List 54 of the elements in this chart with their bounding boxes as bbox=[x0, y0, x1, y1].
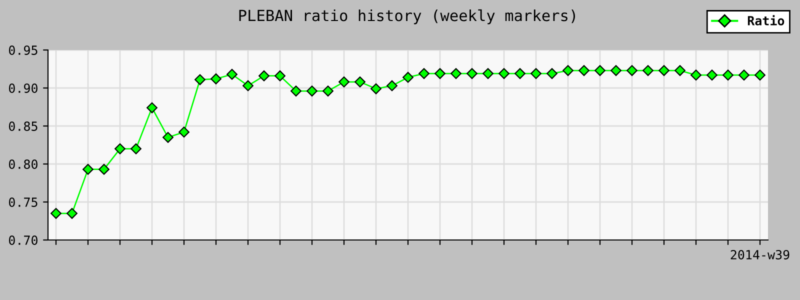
point bbox=[434, 68, 446, 80]
y-tick-label: 0.95 bbox=[8, 46, 38, 55]
point bbox=[290, 86, 302, 97]
point bbox=[706, 70, 718, 81]
point bbox=[498, 68, 510, 80]
point bbox=[530, 68, 542, 80]
point bbox=[594, 65, 606, 76]
x-tick-label: 2014-w39 bbox=[730, 250, 790, 260]
point bbox=[546, 68, 558, 80]
point bbox=[114, 143, 126, 154]
point bbox=[322, 86, 334, 97]
point bbox=[738, 70, 750, 81]
y-tick-label: 0.75 bbox=[8, 198, 38, 207]
legend-label: Ratio bbox=[748, 15, 784, 26]
point bbox=[482, 68, 494, 80]
point bbox=[226, 68, 238, 80]
point bbox=[306, 86, 318, 97]
point bbox=[690, 70, 702, 81]
point bbox=[66, 208, 78, 219]
point bbox=[514, 68, 526, 80]
point bbox=[658, 65, 670, 76]
point bbox=[722, 70, 734, 81]
point bbox=[386, 80, 398, 92]
chart-title: PLEBAN ratio history (weekly markers) bbox=[239, 9, 575, 24]
point bbox=[130, 143, 142, 154]
point bbox=[178, 126, 190, 138]
point bbox=[626, 65, 638, 76]
point bbox=[562, 65, 574, 76]
point bbox=[610, 65, 622, 76]
point bbox=[418, 68, 430, 80]
point bbox=[242, 80, 254, 92]
point bbox=[402, 72, 414, 83]
point bbox=[162, 132, 174, 143]
point bbox=[82, 164, 94, 175]
point bbox=[642, 65, 654, 76]
point bbox=[674, 65, 686, 76]
point bbox=[194, 74, 206, 86]
y-tick-label: 0.90 bbox=[8, 84, 38, 93]
y-tick-label: 0.80 bbox=[8, 160, 38, 169]
point bbox=[258, 70, 270, 82]
point bbox=[98, 164, 110, 175]
point bbox=[450, 68, 462, 80]
point bbox=[354, 76, 366, 88]
point bbox=[274, 70, 286, 82]
point bbox=[50, 208, 62, 219]
point bbox=[210, 73, 222, 84]
point bbox=[466, 68, 478, 80]
point bbox=[754, 70, 766, 81]
point bbox=[578, 65, 590, 76]
point bbox=[146, 102, 158, 114]
point bbox=[338, 76, 350, 88]
point bbox=[370, 83, 382, 94]
y-tick-label: 0.70 bbox=[8, 236, 38, 245]
y-tick-label: 0.85 bbox=[8, 122, 38, 131]
